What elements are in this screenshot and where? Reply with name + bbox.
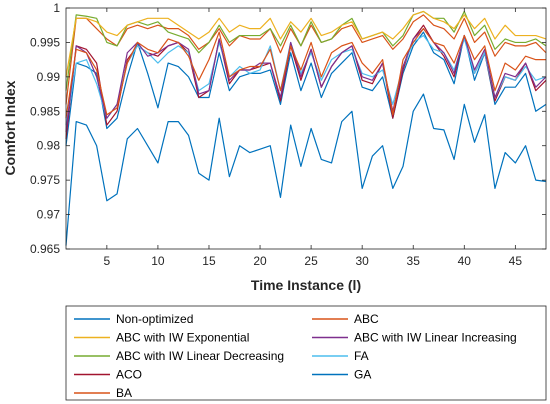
- x-tick-label: 25: [304, 254, 318, 268]
- x-tick-label: 15: [202, 254, 216, 268]
- legend-item: ACO: [74, 368, 142, 382]
- y-tick-label: 1: [53, 1, 60, 15]
- legend-label: ABC: [354, 312, 379, 326]
- series-line-abc-with-iw-exponential: [65, 10, 547, 77]
- series-line-abc: [65, 28, 546, 119]
- y-tick-label: 0.99: [37, 70, 61, 84]
- series-line-abc-with-iw-linear-decreasing: [65, 10, 547, 91]
- legend-label: FA: [354, 349, 369, 363]
- x-tick-label: 5: [104, 254, 111, 268]
- legend-label: ABC with IW Linear Increasing: [354, 331, 517, 345]
- legend-item: GA: [312, 368, 371, 382]
- y-tick-label: 0.985: [30, 104, 60, 118]
- y-axis-title: Comfort Index: [2, 80, 18, 175]
- y-tick-label: 0.975: [30, 173, 60, 187]
- x-tick-label: 35: [407, 254, 421, 268]
- series-layer: [65, 10, 547, 246]
- x-tick-label: 40: [458, 254, 472, 268]
- y-axis-ticks: 0.965 0.97 0.975 0.98 0.985 0.99 0.995 1: [30, 1, 546, 256]
- plot-frame: [65, 7, 547, 250]
- y-tick-label: 0.995: [30, 35, 60, 49]
- legend-label: Non-optimized: [116, 312, 193, 326]
- series-line-abc-with-iw-linear-increasing: [65, 28, 547, 133]
- legend-item: ABC with IW Linear Increasing: [312, 331, 517, 345]
- legend-item: Non-optimized: [74, 312, 193, 326]
- series-line-non-optimized: [65, 93, 547, 246]
- series-line-ba: [65, 14, 547, 105]
- legend-box: [65, 305, 547, 401]
- x-tick-label: 30: [355, 254, 369, 268]
- x-tick-label: 20: [253, 254, 267, 268]
- x-tick-label: 10: [151, 254, 165, 268]
- x-tick-label: 45: [509, 254, 523, 268]
- legend-item: BA: [74, 386, 132, 400]
- legend-item: ABC: [312, 312, 379, 326]
- legend-item: ABC with IW Exponential: [74, 331, 249, 345]
- legend-label: ABC with IW Linear Decreasing: [116, 349, 284, 363]
- legend-label: ABC with IW Exponential: [116, 331, 249, 345]
- x-axis-title: Time Instance (l): [251, 277, 361, 293]
- legend: Non-optimized ABC ABC with IW Exponential A…: [74, 312, 517, 400]
- y-tick-label: 0.97: [37, 208, 61, 222]
- legend-item: FA: [312, 349, 369, 363]
- legend-item: ABC with IW Linear Decreasing: [74, 349, 284, 363]
- y-tick-label: 0.965: [30, 242, 60, 256]
- legend-label: GA: [354, 368, 371, 382]
- y-tick-label: 0.98: [37, 139, 61, 153]
- x-axis-ticks: 5 10 15 20 25 30 35 40 45: [104, 8, 523, 268]
- legend-label: ACO: [116, 368, 142, 382]
- legend-label: BA: [116, 386, 132, 400]
